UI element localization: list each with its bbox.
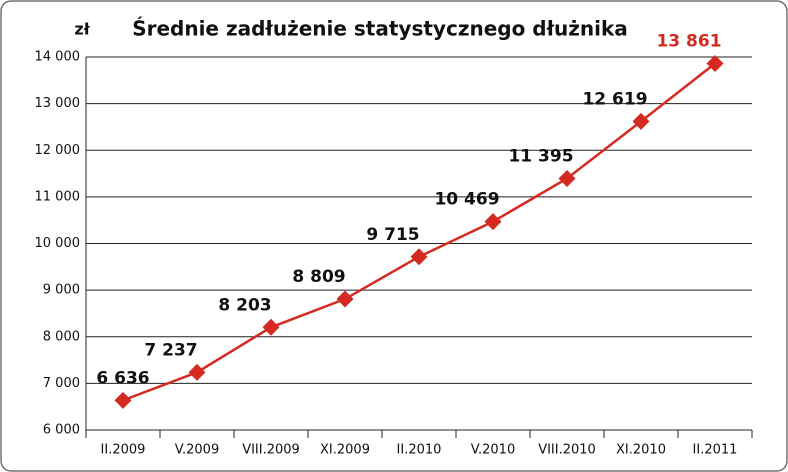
value-label: 8 203 (218, 295, 271, 315)
marker (262, 318, 280, 336)
x-tick-label: V.2009 (175, 443, 219, 458)
y-tick-label: 11 000 (35, 189, 81, 204)
value-label: 10 469 (434, 190, 499, 210)
y-tick-label: 6 000 (43, 423, 80, 438)
value-label: 12 619 (582, 89, 647, 109)
value-label: 13 861 (656, 31, 721, 51)
value-label: 7 237 (144, 340, 197, 360)
value-label: 9 715 (366, 225, 419, 245)
x-tick-label: II.2010 (397, 443, 442, 458)
y-tick-label: 12 000 (35, 143, 81, 158)
y-tick-label: 7 000 (43, 376, 80, 391)
x-tick-label: XI.2010 (616, 443, 666, 458)
marker (484, 213, 502, 231)
marker (632, 112, 650, 130)
x-tick-label: VIII.2009 (242, 443, 300, 458)
y-tick-label: 9 000 (43, 283, 80, 298)
marker (188, 363, 206, 381)
x-tick-label: VIII.2010 (538, 443, 596, 458)
value-label: 11 395 (508, 146, 573, 166)
marker (706, 54, 724, 72)
x-tick-label: XI.2009 (320, 443, 370, 458)
y-tick-label: 13 000 (35, 96, 81, 111)
y-tick-label: 14 000 (35, 50, 81, 65)
value-label: 6 636 (96, 368, 149, 388)
y-tick-label: 10 000 (35, 236, 81, 251)
x-tick-label: II.2011 (693, 443, 738, 458)
y-unit: zł (74, 20, 90, 39)
marker (336, 290, 354, 308)
x-tick-label: V.2010 (471, 443, 515, 458)
value-label: 8 809 (292, 267, 345, 287)
chart-title: Średnie zadłużenie statystycznego dłużni… (132, 17, 628, 41)
x-tick-label: II.2009 (101, 443, 146, 458)
marker (558, 169, 576, 187)
y-tick-label: 8 000 (43, 329, 80, 344)
marker (114, 391, 132, 409)
marker (410, 248, 428, 266)
